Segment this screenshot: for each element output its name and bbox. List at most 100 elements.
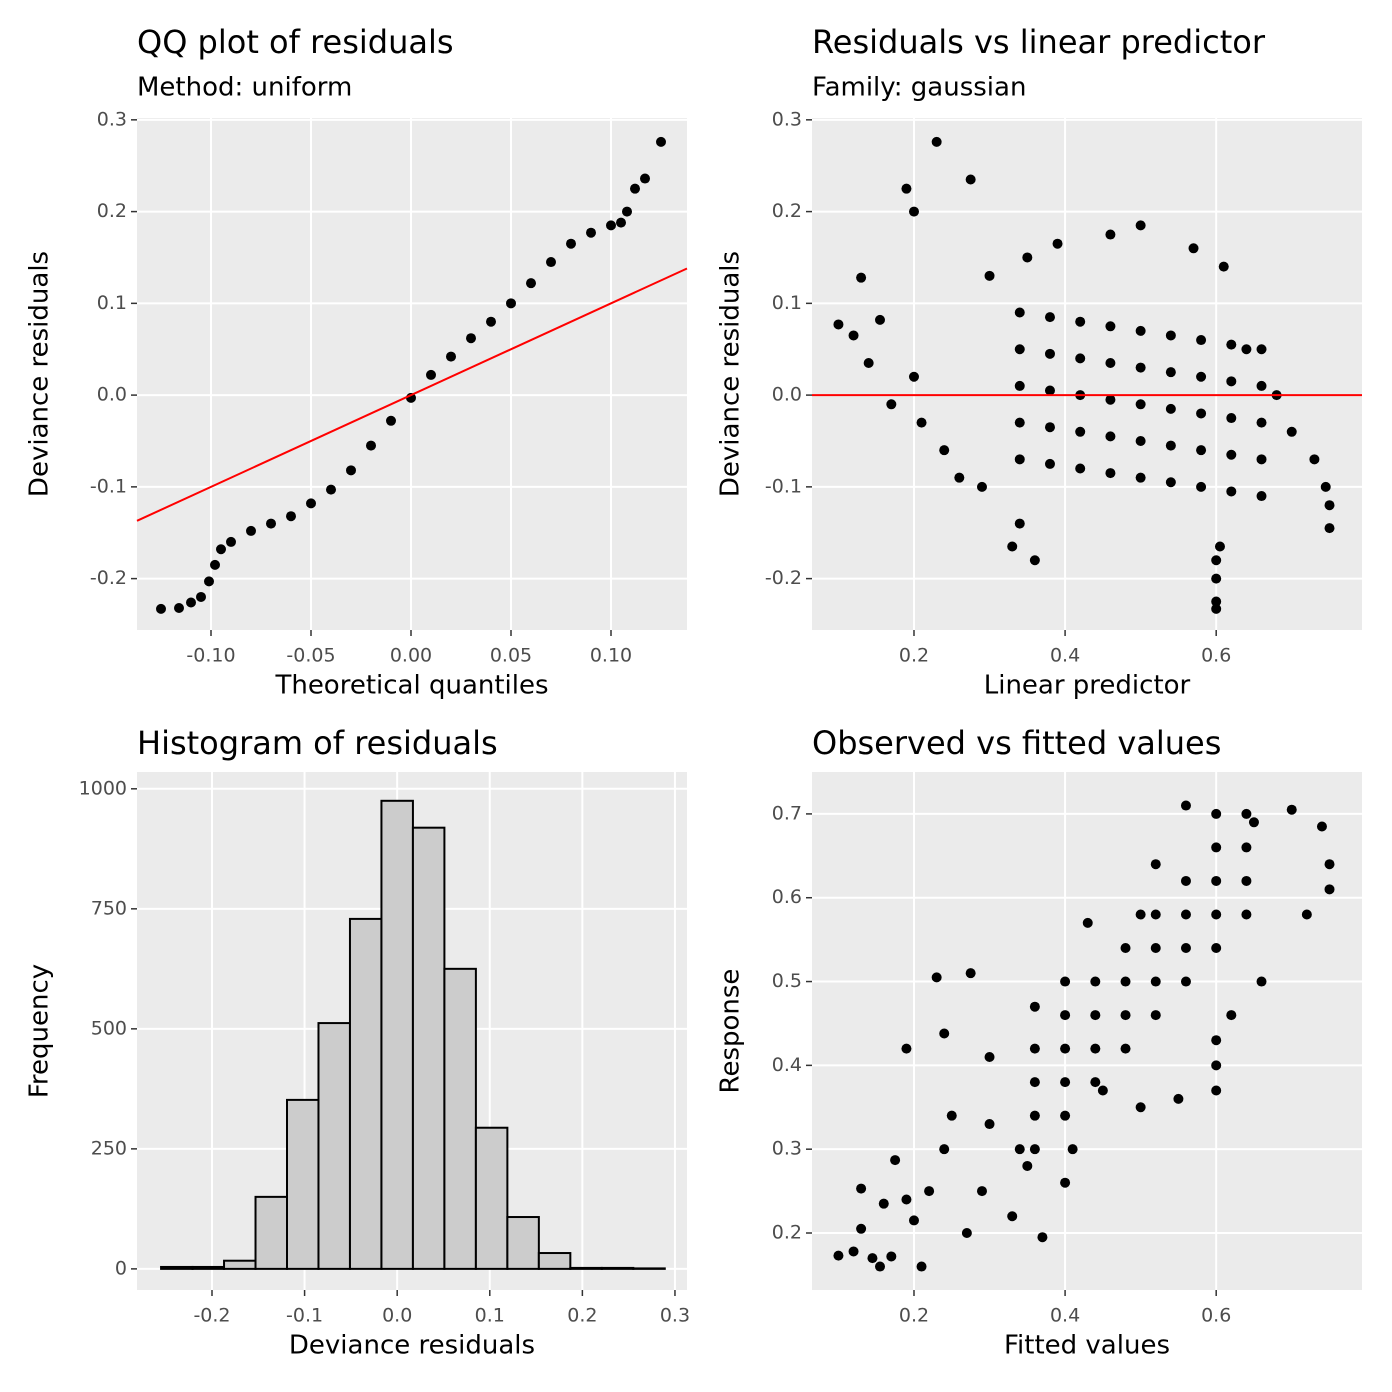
bar (286, 1098, 320, 1270)
point (1022, 1160, 1033, 1171)
y-tick-label: 0.5 (772, 970, 802, 992)
point (1241, 875, 1252, 886)
point (1090, 1010, 1101, 1021)
point (908, 206, 919, 217)
point (1014, 344, 1025, 355)
point (1135, 1102, 1146, 1113)
y-tick-label: 0.0 (97, 384, 127, 406)
x-tick-label: 0.2 (899, 645, 929, 667)
point (965, 968, 976, 979)
x-tick-label: 0.05 (490, 645, 532, 667)
point (1211, 573, 1222, 584)
point (1165, 440, 1176, 451)
y-tick-label: 0.6 (772, 886, 802, 908)
x-tick-label: 0.4 (1050, 645, 1080, 667)
y-tick-label: -0.1 (765, 475, 802, 497)
point (1067, 1144, 1078, 1155)
point (1324, 859, 1335, 870)
point (1044, 312, 1055, 323)
point (1241, 909, 1252, 920)
bar (474, 1126, 509, 1270)
bar (600, 1266, 635, 1270)
y-tick-label: 0.7 (772, 802, 802, 824)
point (1256, 380, 1267, 391)
point (848, 330, 859, 341)
point (856, 1183, 867, 1194)
point (1226, 413, 1237, 424)
x-tick-label: -0.1 (286, 1305, 323, 1327)
point (1037, 1232, 1048, 1243)
y-axis-title: Response (716, 969, 746, 1094)
y-tick-label: 0.2 (772, 1222, 802, 1244)
point (1256, 976, 1267, 987)
point (506, 298, 516, 309)
point (1105, 357, 1116, 368)
point (1165, 403, 1176, 414)
point (1241, 808, 1252, 819)
chart-title: QQ plot of residuals (137, 23, 454, 61)
x-tick-label: 0.6 (1201, 645, 1231, 667)
point (1196, 445, 1207, 456)
point (266, 518, 276, 529)
x-tick-label: 0.2 (567, 1305, 597, 1327)
point (954, 472, 965, 483)
point (1196, 371, 1207, 382)
point (546, 257, 556, 268)
bar (317, 1022, 351, 1270)
point (1256, 491, 1267, 502)
point (226, 536, 236, 547)
point (1060, 1110, 1071, 1121)
chart-title: Residuals vs linear predictor (812, 23, 1266, 61)
point (1135, 325, 1146, 336)
point (1226, 339, 1237, 350)
panel-background (812, 772, 1362, 1290)
point (863, 357, 874, 368)
point (1211, 909, 1222, 920)
y-tick-label: 0.2 (97, 200, 127, 222)
point (984, 1051, 995, 1062)
point (366, 440, 376, 451)
x-tick-label: 0.00 (390, 645, 432, 667)
point (1060, 1043, 1071, 1054)
x-tick-label: 0.1 (475, 1305, 505, 1327)
point (939, 1144, 950, 1155)
chart-subtitle: Family: gaussian (812, 73, 1026, 103)
point (204, 576, 214, 587)
point (1241, 842, 1252, 853)
point (1120, 943, 1131, 954)
point (1135, 362, 1146, 373)
point (386, 415, 396, 426)
point (901, 1194, 912, 1205)
point (1218, 261, 1229, 272)
point (216, 544, 226, 555)
point (1029, 1144, 1040, 1155)
chart-subtitle: Method: uniform (137, 73, 352, 103)
point (1211, 808, 1222, 819)
point (1029, 1077, 1040, 1088)
point (1007, 541, 1018, 552)
point (1029, 555, 1040, 566)
point (1324, 884, 1335, 895)
bar (348, 917, 383, 1270)
point (1150, 859, 1161, 870)
point (1150, 976, 1161, 987)
point (1226, 1010, 1237, 1021)
point (246, 525, 256, 536)
bar (160, 1265, 194, 1270)
y-tick-label: 0.4 (772, 1054, 802, 1076)
point (1044, 422, 1055, 433)
point (1029, 1110, 1040, 1121)
point (466, 333, 476, 344)
point (867, 1253, 878, 1264)
point (1014, 417, 1025, 428)
x-tick-label: 0.6 (1201, 1305, 1231, 1327)
point (630, 183, 640, 194)
y-tick-label: 0.3 (772, 108, 802, 130)
point (1226, 449, 1237, 460)
point (1150, 943, 1161, 954)
point (1211, 842, 1222, 853)
point (931, 972, 942, 983)
point (890, 1155, 901, 1166)
point (1097, 1085, 1108, 1096)
point (1150, 1010, 1161, 1021)
